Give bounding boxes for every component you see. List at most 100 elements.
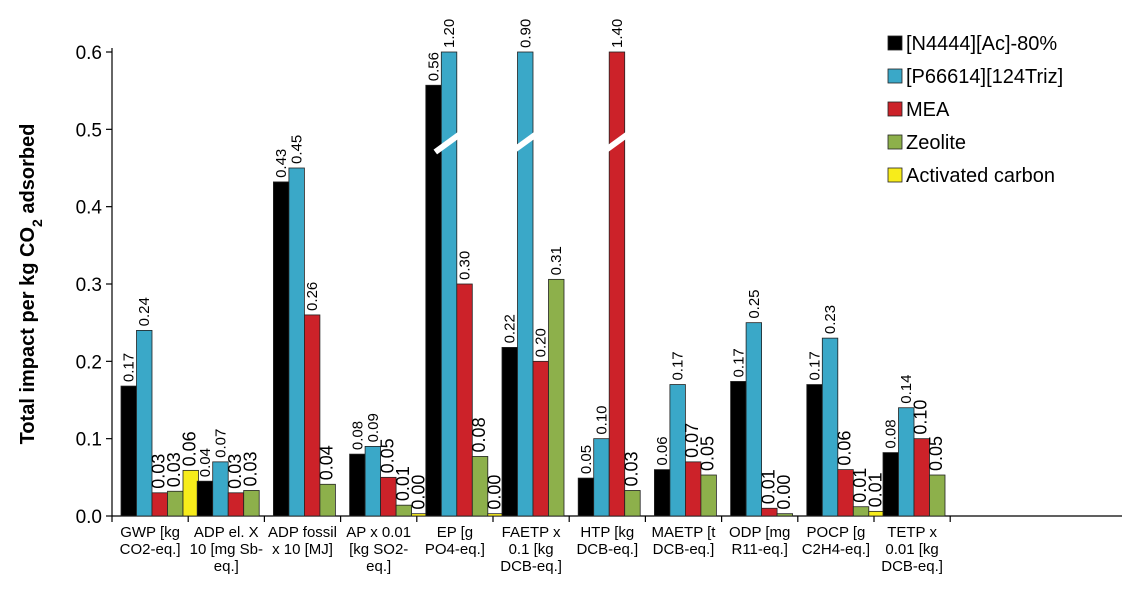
- data-label: 0.17: [121, 353, 138, 382]
- bar: [517, 51, 534, 517]
- bar: [349, 453, 366, 517]
- data-label: 0.26: [304, 282, 321, 311]
- y-axis-title: Total impact per kg CO2 adsorbed: [17, 124, 45, 445]
- y-tick-label: 0.3: [76, 275, 102, 296]
- data-label: 0.05: [926, 436, 946, 471]
- legend-entry: [N4444][Ac]-80%: [906, 33, 1057, 55]
- legend-swatch: [887, 167, 903, 183]
- data-label: 0.01: [850, 468, 870, 503]
- bar: [761, 507, 778, 517]
- bars-group: [120, 51, 946, 517]
- category-label: POCP [g C2H4-eq.]: [802, 524, 870, 558]
- data-label: 0.08: [883, 419, 900, 448]
- bar: [821, 337, 839, 517]
- category-labels-group: GWP [kg CO2-eq.] ADP el. X 10 [mg Sb-eq.]AD…: [120, 524, 943, 575]
- legend: [N4444][Ac]-80% [P66614][124Triz] MEA Zeoli…: [887, 33, 1063, 187]
- data-label: 0.06: [835, 431, 855, 466]
- data-label: 0.03: [240, 451, 260, 486]
- data-label: 0.05: [698, 436, 718, 471]
- data-label: 0.03: [164, 452, 184, 487]
- data-label: 0.03: [621, 451, 641, 486]
- bar: [776, 513, 793, 517]
- bar: [167, 490, 184, 517]
- bar: [395, 504, 413, 517]
- data-label: 0.04: [317, 445, 337, 480]
- data-label: 0.07: [212, 429, 229, 458]
- bar: [806, 384, 823, 517]
- bar: [700, 474, 717, 517]
- bar: [319, 483, 336, 517]
- data-label: 0.08: [469, 417, 489, 452]
- bar: [380, 476, 397, 517]
- bar: [548, 278, 565, 517]
- bar: [243, 490, 260, 517]
- data-label: 0.06: [654, 436, 671, 465]
- data-label: 0.03: [149, 454, 169, 489]
- category-label: HTP [kg DCB-eq.]: [576, 524, 638, 558]
- bar: [532, 360, 549, 517]
- bar: [868, 510, 885, 517]
- legend-swatch: [887, 134, 903, 150]
- bar: [730, 381, 747, 517]
- bar: [288, 167, 305, 517]
- legend-entry: Zeolite: [906, 132, 966, 154]
- bar: [929, 474, 946, 517]
- bar: [608, 51, 626, 517]
- legend-swatch: [887, 35, 903, 51]
- data-label: 0.31: [548, 246, 565, 275]
- bar: [471, 456, 489, 517]
- y-tick-label: 0.6: [76, 43, 102, 64]
- bar: [593, 438, 610, 517]
- data-label: 0.09: [365, 413, 382, 442]
- data-label: 0.01: [866, 472, 886, 507]
- legend-entry: Activated carbon: [906, 165, 1055, 187]
- bar: [411, 513, 428, 517]
- data-label: 0.30: [457, 251, 474, 280]
- axis-break-slash: [601, 129, 633, 155]
- bar: [196, 480, 214, 517]
- data-label: 0.08: [349, 421, 366, 450]
- data-label: 1.40: [609, 19, 626, 48]
- axis-break-slash: [433, 129, 465, 155]
- category-label: GWP [kg CO2-eq.]: [120, 524, 181, 558]
- data-label: 0.22: [502, 314, 519, 343]
- bar: [654, 469, 671, 517]
- legend-entry: MEA: [906, 99, 950, 121]
- bar: [837, 469, 854, 517]
- category-label: MAETP [t DCB-eq.]: [652, 524, 717, 558]
- data-label: 0.45: [289, 135, 306, 164]
- data-label: 0.17: [807, 351, 824, 380]
- y-axis-title-text: Total impact per kg CO2 adsorbed: [17, 124, 45, 445]
- bar: [624, 490, 641, 517]
- category-label: ODP [mg R11-eq.]: [729, 524, 790, 558]
- category-label: ADP el. X 10 [mg Sb-eq.]: [190, 524, 263, 575]
- y-tick-label: 0.2: [76, 352, 102, 373]
- data-label: 0.56: [426, 52, 443, 81]
- legend-swatch: [887, 68, 903, 84]
- category-label: FAETP x 0.1 [kg DCB-eq.]: [500, 524, 562, 575]
- data-label: 0.06: [180, 431, 200, 466]
- data-label: 0.20: [533, 328, 550, 357]
- axis-break-slash: [509, 129, 541, 155]
- data-label: 0.90: [517, 19, 534, 48]
- data-label: 0.05: [377, 438, 397, 473]
- bar: [577, 477, 595, 517]
- bar: [151, 492, 168, 517]
- data-label: 0.25: [746, 289, 763, 318]
- bar: [487, 513, 504, 517]
- legend-swatch: [887, 101, 903, 117]
- bar: [212, 461, 229, 517]
- data-label: 0.04: [197, 448, 214, 477]
- data-label: 0.00: [485, 475, 505, 510]
- data-label: 0.03: [225, 454, 245, 489]
- data-label: 0.01: [758, 469, 778, 504]
- y-tick-label: 0.0: [76, 507, 102, 528]
- y-tick-label: 0.1: [76, 430, 102, 451]
- category-label: AP x 0.01 [kg SO2-eq.]: [346, 524, 411, 575]
- data-label: 0.23: [822, 305, 839, 334]
- bar: [440, 51, 458, 517]
- bar: [227, 492, 245, 517]
- category-label: TETP x 0.01 [kg DCB-eq.]: [881, 524, 943, 575]
- bar: [120, 385, 137, 517]
